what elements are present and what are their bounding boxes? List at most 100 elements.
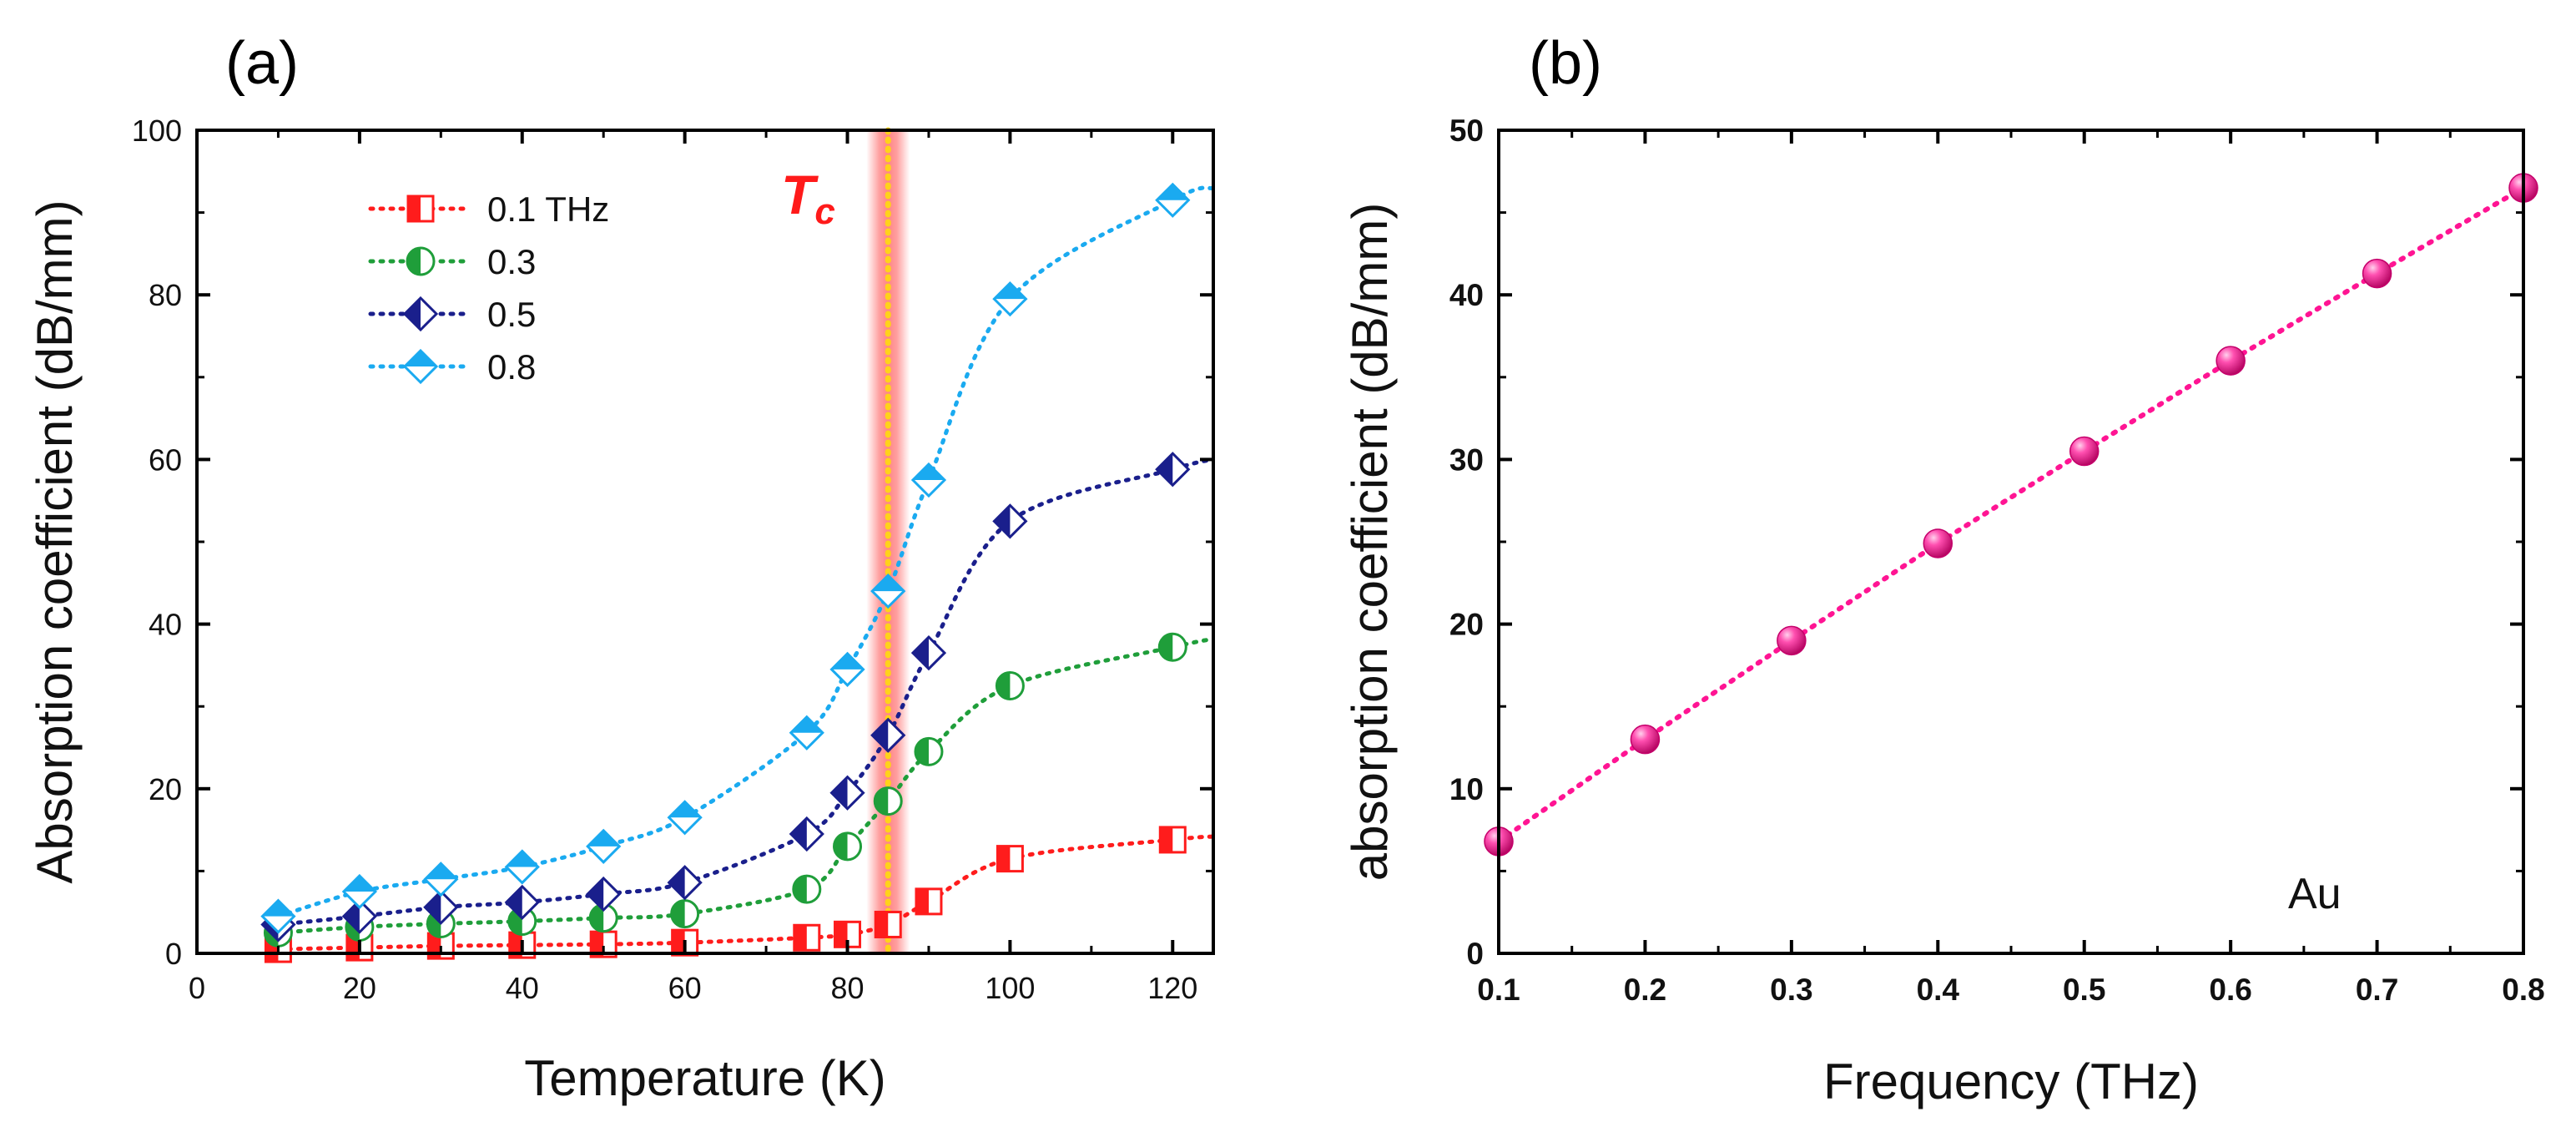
series-line-red: [275, 834, 1216, 952]
series-green: [263, 632, 1216, 948]
series-line-navy: [275, 457, 1216, 927]
data-point: [1630, 724, 1661, 755]
data-point: [1777, 625, 1807, 656]
y-axis-label-a: Absorption coefficient (dB/mm): [27, 200, 83, 883]
legend-label: 0.1 THz: [487, 190, 609, 229]
x-tick-label: 40: [506, 971, 539, 1005]
x-axis-label-b: Frequency (THz): [1823, 1054, 2199, 1109]
series-layer: [260, 182, 1216, 963]
y-tick-label: 50: [1449, 114, 1484, 148]
data-point: [670, 899, 700, 929]
data-point: [789, 715, 824, 750]
data-point: [586, 828, 622, 864]
x-tick-label: 0.5: [2063, 973, 2105, 1007]
x-tick-label: 20: [343, 971, 376, 1005]
data-point: [1158, 826, 1187, 854]
x-tick-label: 0.7: [2356, 973, 2398, 1007]
x-tick-label: 0.1: [1477, 973, 1520, 1007]
data-point: [834, 920, 862, 948]
data-point: [793, 923, 821, 952]
series-navy: [260, 452, 1216, 942]
x-tick-label: 0: [189, 971, 205, 1005]
legend-marker: [402, 348, 439, 385]
x-tick-label: 80: [830, 971, 864, 1005]
data-point: [910, 462, 947, 498]
y-tick-label: 30: [1449, 442, 1484, 477]
data-point: [829, 775, 865, 811]
legend-item: 0.8: [368, 347, 536, 387]
data-point: [1157, 632, 1187, 662]
data-point: [1155, 452, 1191, 488]
data-point: [829, 651, 865, 687]
data-point: [873, 786, 903, 816]
data-point: [789, 816, 824, 852]
data-point: [2216, 346, 2246, 376]
legend-label: 0.3: [487, 242, 536, 281]
panel-a-label: (a): [225, 30, 299, 97]
data-point: [504, 849, 540, 885]
data-point: [996, 845, 1024, 873]
data-point: [870, 717, 906, 753]
legend-item: 0.5: [368, 295, 536, 334]
panel-b: (b) 0.1 0.2 0.3 0.4 0.5 0.6 0.7 0.801020304050 …: [1342, 30, 2545, 1109]
data-point: [833, 831, 863, 862]
data-point: [504, 884, 540, 920]
y-tick-label: 40: [149, 608, 182, 642]
y-tick-label: 100: [132, 114, 182, 148]
y-tick-label: 10: [1449, 772, 1484, 806]
y-tick-label: 0: [1466, 937, 1484, 971]
data-point: [2362, 258, 2392, 289]
y-tick-label: 20: [149, 772, 182, 806]
tc-band: [866, 127, 910, 957]
legend-a: 0.1 THz 0.3 0.5 0.8: [368, 190, 609, 387]
series-red: [264, 826, 1216, 963]
data-point: [792, 874, 822, 904]
data-point: [992, 503, 1028, 539]
data-point: [667, 800, 703, 836]
plot-frame-b: [1497, 129, 2525, 955]
data-point: [914, 736, 944, 766]
tc-annotation: Tc: [781, 164, 835, 232]
legend-label: 0.5: [487, 295, 536, 334]
data-point: [874, 910, 902, 938]
legend-marker: [402, 296, 439, 332]
data-point: [341, 873, 378, 910]
legend-item: 0.1 THz: [368, 190, 609, 229]
series-line-cyan: [275, 185, 1216, 919]
legend-marker: [406, 195, 435, 223]
legend-item: 0.3: [368, 242, 536, 281]
data-point: [915, 887, 943, 916]
x-tick-label: 100: [985, 971, 1035, 1005]
data-point: [341, 898, 378, 934]
tc-main: T: [781, 164, 819, 225]
x-tick-label: 0.3: [1770, 973, 1812, 1007]
x-tick-label: 0.6: [2209, 973, 2251, 1007]
data-point: [423, 889, 459, 925]
y-tick-label: 60: [149, 442, 182, 477]
x-tick-label: 0.2: [1624, 973, 1666, 1007]
data-point: [910, 634, 947, 671]
data-point: [1923, 528, 1953, 558]
au-annotation: Au: [2288, 870, 2342, 918]
series-cyan: [260, 182, 1216, 934]
data-point: [995, 671, 1025, 701]
x-axis-label-a: Temperature (K): [524, 1050, 885, 1106]
data-point: [1155, 182, 1191, 218]
x-tick-label: 120: [1147, 971, 1197, 1005]
y-tick-label: 20: [1449, 608, 1484, 642]
data-point: [260, 898, 296, 934]
series-line-green: [275, 636, 1216, 935]
ticks-b: 0.1 0.2 0.3 0.4 0.5 0.6 0.7 0.8 0 10 20 30 40 50: [1449, 114, 2545, 1007]
tc-sub: c: [814, 191, 834, 232]
y-tick-label: 40: [1449, 278, 1484, 312]
data-point: [586, 876, 622, 912]
data-point: [423, 862, 459, 897]
y-tick-label: 0: [165, 937, 182, 971]
plot-frame-a: [195, 129, 1215, 955]
data-point: [671, 928, 699, 957]
fit-line: [1496, 185, 2526, 844]
data-point: [667, 865, 703, 901]
panel-b-label: (b): [1529, 30, 1602, 97]
y-tick-label: 80: [149, 278, 182, 312]
data-point: [992, 281, 1028, 317]
